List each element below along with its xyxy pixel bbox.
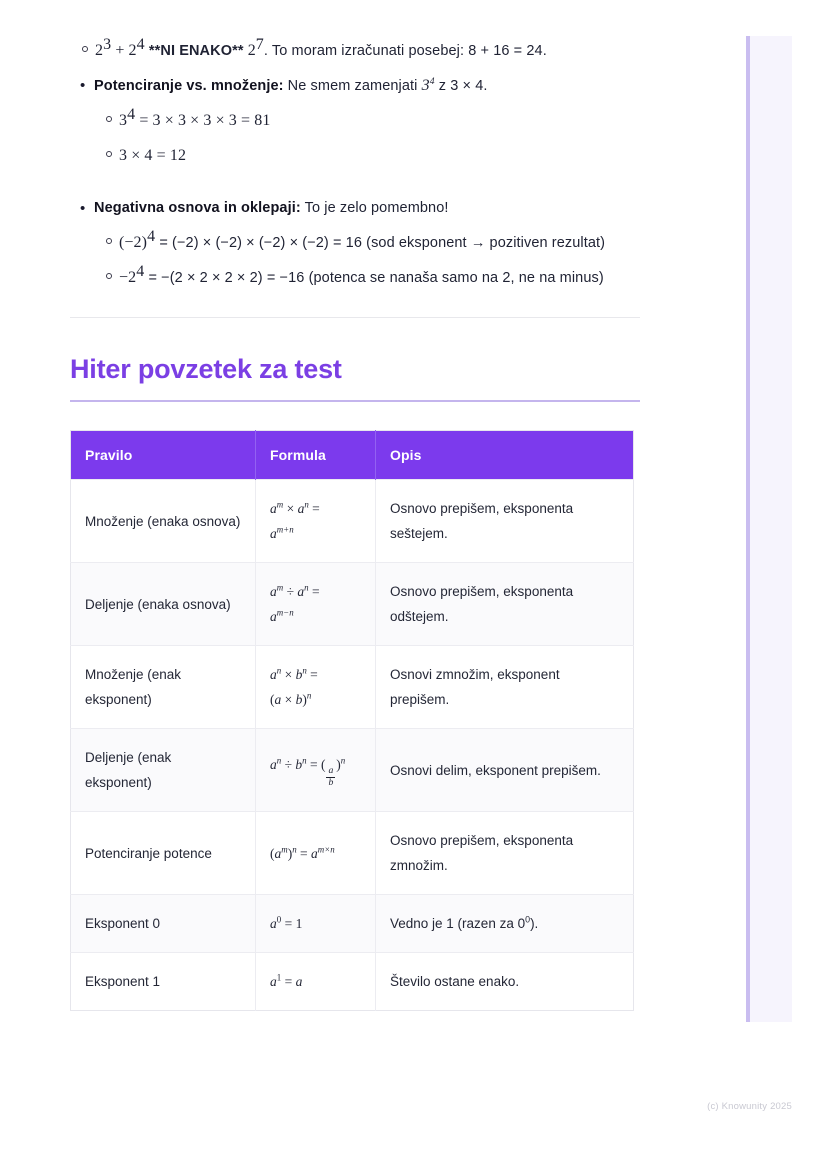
intro-sub-item-text: 23 + 24 **NI ENAKO** 27. To moram izraču… bbox=[95, 36, 547, 59]
bullet-2-sub-list: (−2)4 = (−2) × (−2) × (−2) × (−2) = 16 (… bbox=[94, 228, 642, 291]
bullet-1-sub-list: 34 = 3 × 3 × 3 × 3 = 81 3 × 4 = 12 bbox=[94, 106, 642, 168]
list-item: (−2)4 = (−2) × (−2) × (−2) × (−2) = 16 (… bbox=[94, 228, 642, 256]
hollow-bullet-icon bbox=[106, 238, 112, 244]
rules-table: Pravilo Formula Opis Množenje (enaka osn… bbox=[70, 430, 634, 1011]
cell-rule: Potenciranje potence bbox=[70, 811, 256, 895]
cell-formula: am × an = am+n bbox=[255, 479, 376, 563]
column-header-opis: Opis bbox=[375, 430, 634, 480]
cell-formula: an ÷ bn = (a b)n bbox=[255, 728, 376, 812]
cell-rule: Deljenje (enak eksponent) bbox=[70, 728, 256, 812]
cell-description: Vedno je 1 (razen za 00). bbox=[375, 894, 634, 953]
cell-description: Osnovi delim, eksponent prepišem. bbox=[375, 728, 634, 812]
cell-description: Osnovo prepišem, eksponenta odštejem. bbox=[375, 562, 634, 646]
cell-description: Osnovo prepišem, eksponenta zmnožim. bbox=[375, 811, 634, 895]
cell-formula: am ÷ an = am−n bbox=[255, 562, 376, 646]
bullet-1-sub-2: 3 × 4 = 12 bbox=[119, 147, 187, 164]
column-header-formula: Formula bbox=[255, 430, 376, 480]
bullet-1-heading-line: Potenciranje vs. množenje: Ne smem zamen… bbox=[94, 76, 488, 94]
bullet-2-sub-1: (−2)4 = (−2) × (−2) × (−2) × (−2) = 16 (… bbox=[119, 228, 606, 251]
bullet-2-title: Negativna osnova in oklepaji: bbox=[94, 200, 301, 216]
hollow-bullet-icon bbox=[82, 46, 88, 52]
bullet-list-potenciranje: • Potenciranje vs. množenje: Ne smem zam… bbox=[70, 73, 642, 168]
cell-rule: Eksponent 0 bbox=[70, 894, 256, 953]
cell-rule: Množenje (enak eksponent) bbox=[70, 645, 256, 729]
bullet-list-negativna: • Negativna osnova in oklepaji: To je ze… bbox=[70, 196, 642, 291]
heading-underline bbox=[70, 400, 640, 402]
bullet-2-sub-2: −24 = −(2 × 2 × 2 × 2) = −16 (potenca se… bbox=[119, 263, 604, 286]
list-item: −24 = −(2 × 2 × 2 × 2) = −16 (potenca se… bbox=[94, 263, 642, 291]
cell-formula: a0 = 1 bbox=[255, 894, 376, 953]
cell-rule: Eksponent 1 bbox=[70, 952, 256, 1011]
hollow-bullet-icon bbox=[106, 151, 112, 157]
list-item: 34 = 3 × 3 × 3 × 3 = 81 bbox=[94, 106, 642, 134]
side-decoration-panel bbox=[746, 36, 792, 1022]
intro-sub-list: 23 + 24 **NI ENAKO** 27. To moram izraču… bbox=[70, 36, 642, 64]
disc-bullet-icon: • bbox=[80, 200, 86, 217]
hollow-bullet-icon bbox=[106, 273, 112, 279]
document-content: 23 + 24 **NI ENAKO** 27. To moram izraču… bbox=[70, 0, 642, 1011]
cell-rule: Deljenje (enaka osnova) bbox=[70, 562, 256, 646]
cell-description: Osnovi zmnožim, eksponent prepišem. bbox=[375, 645, 634, 729]
table-row: Množenje (enaka osnova) am × an = am+n Os… bbox=[70, 479, 634, 563]
table-row: Deljenje (enak eksponent) an ÷ bn = (a b)… bbox=[70, 728, 634, 812]
table-row: Potenciranje potence (am)n = am×n Osnovo… bbox=[70, 811, 634, 895]
section-divider bbox=[70, 317, 640, 318]
list-item: 23 + 24 **NI ENAKO** 27. To moram izraču… bbox=[70, 36, 642, 64]
footer-copyright: (c) Knowunity 2025 bbox=[707, 1101, 792, 1112]
disc-bullet-icon: • bbox=[80, 77, 86, 94]
cell-formula: (am)n = am×n bbox=[255, 811, 376, 895]
cell-description: Število ostane enako. bbox=[375, 952, 634, 1011]
bullet-2-heading-line: Negativna osnova in oklepaji: To je zelo… bbox=[94, 200, 449, 216]
list-item: 3 × 4 = 12 bbox=[94, 143, 642, 168]
cell-formula: an × bn = (a × b)n bbox=[255, 645, 376, 729]
column-header-pravilo: Pravilo bbox=[70, 430, 256, 480]
table-row: Množenje (enak eksponent) an × bn = (a × … bbox=[70, 645, 634, 729]
table-header-row: Pravilo Formula Opis bbox=[70, 430, 634, 480]
bullet-1-sub-1: 34 = 3 × 3 × 3 × 3 = 81 bbox=[119, 106, 271, 129]
bullet-1-title: Potenciranje vs. množenje: bbox=[94, 78, 284, 94]
list-item: • Potenciranje vs. množenje: Ne smem zam… bbox=[70, 73, 642, 168]
cell-rule: Množenje (enaka osnova) bbox=[70, 479, 256, 563]
hollow-bullet-icon bbox=[106, 116, 112, 122]
page-title: Hiter povzetek za test bbox=[70, 354, 342, 384]
list-item: • Negativna osnova in oklepaji: To je ze… bbox=[70, 196, 642, 291]
cell-formula: a1 = a bbox=[255, 952, 376, 1011]
table-row: Eksponent 1 a1 = a Število ostane enako. bbox=[70, 952, 634, 1011]
cell-description: Osnovo prepišem, eksponenta seštejem. bbox=[375, 479, 634, 563]
table-row: Deljenje (enaka osnova) am ÷ an = am−n Os… bbox=[70, 562, 634, 646]
table-row: Eksponent 0 a0 = 1 Vedno je 1 (razen za … bbox=[70, 894, 634, 953]
